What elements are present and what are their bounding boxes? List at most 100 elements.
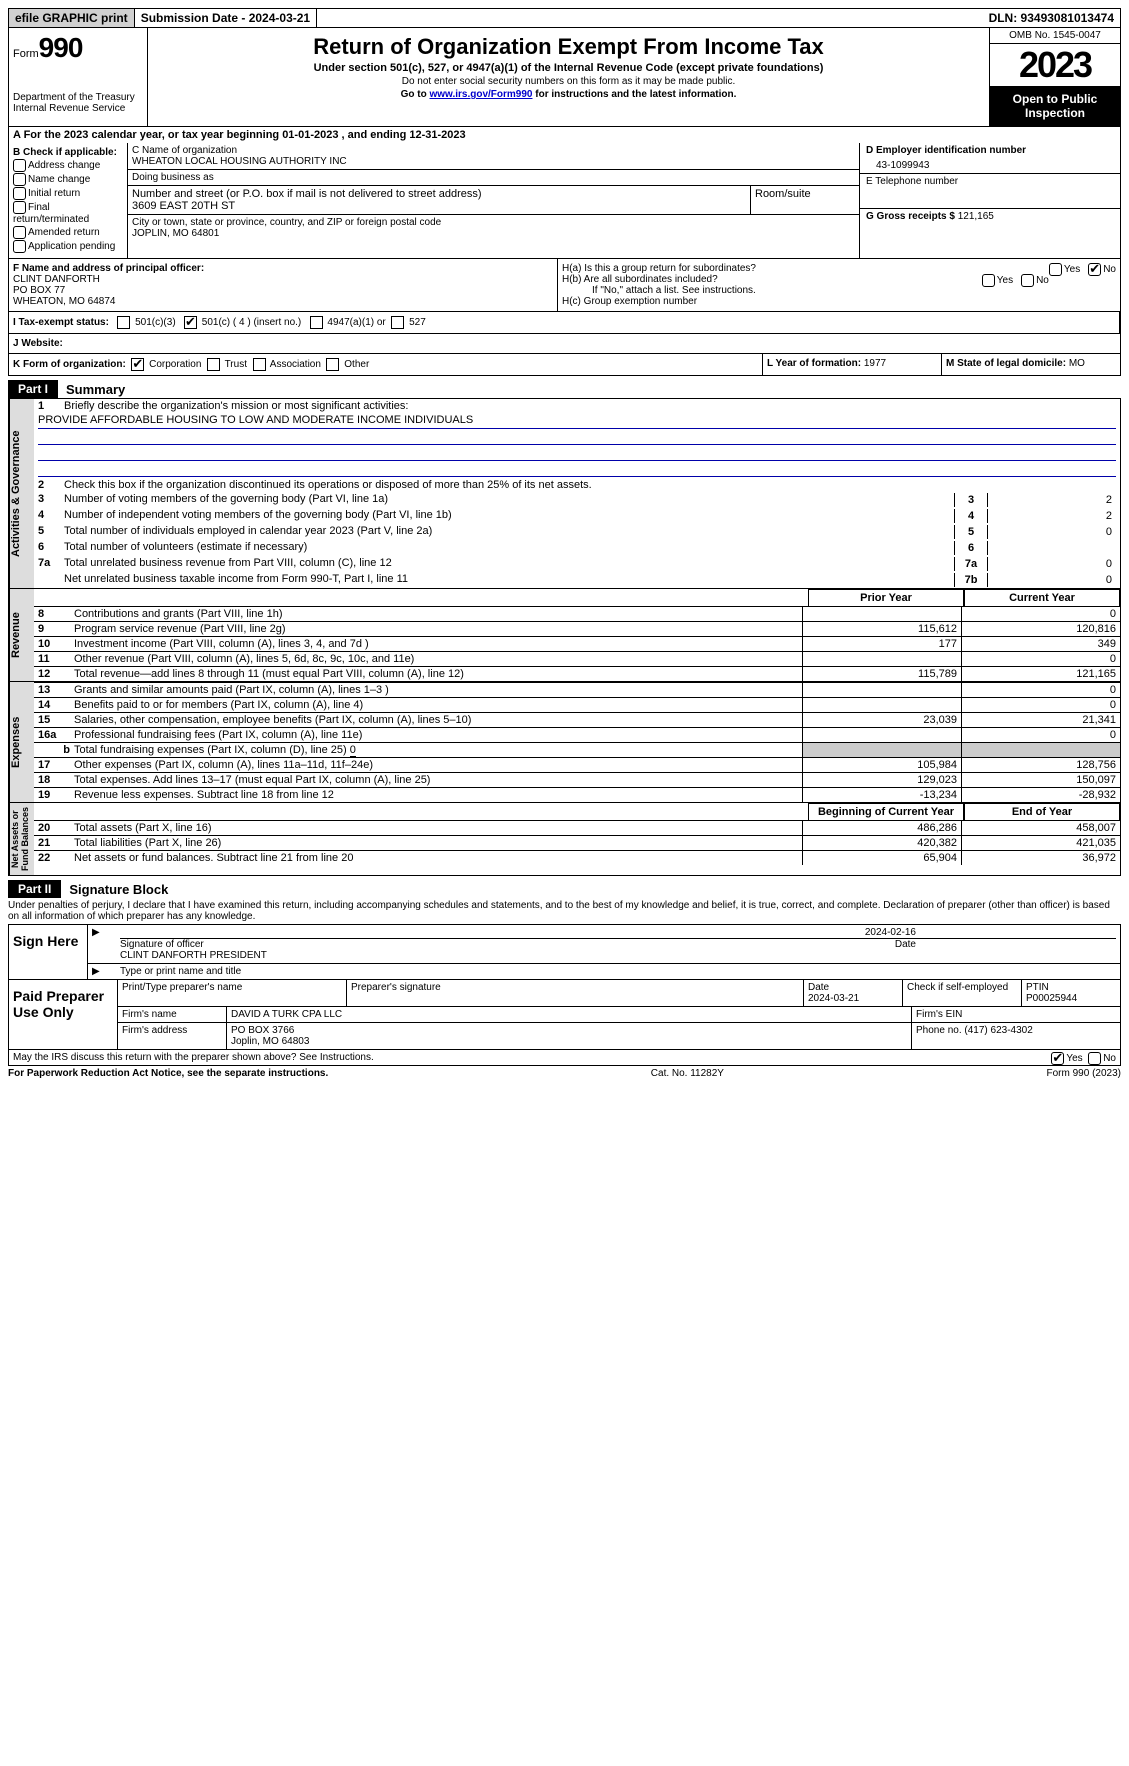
- chk-assoc[interactable]: [253, 358, 266, 371]
- dln: DLN: 93493081013474: [983, 9, 1120, 27]
- chk-501c3[interactable]: [117, 316, 130, 329]
- ptin: P00025944: [1026, 993, 1077, 1004]
- chk-4947[interactable]: [310, 316, 323, 329]
- dba-label: Doing business as: [132, 172, 855, 183]
- chk-name-change[interactable]: [13, 173, 26, 186]
- sign-here-block: Sign Here ▶ 2024-02-16 Signature of offi…: [8, 924, 1121, 980]
- form-ref: Form 990 (2023): [1047, 1068, 1121, 1079]
- ha-no[interactable]: [1088, 263, 1101, 276]
- officer-name: CLINT DANFORTH: [13, 274, 553, 285]
- cat-number: Cat. No. 11282Y: [328, 1068, 1046, 1079]
- open-to-public: Open to Public Inspection: [990, 86, 1120, 126]
- officer-label: F Name and address of principal officer:: [13, 263, 553, 274]
- chk-527[interactable]: [391, 316, 404, 329]
- top-bar: efile GRAPHIC print Submission Date - 20…: [8, 8, 1121, 28]
- part-2-title: Signature Block: [61, 882, 168, 897]
- arrow-icon: ▶: [88, 925, 116, 963]
- mission-text: PROVIDE AFFORDABLE HOUSING TO LOW AND MO…: [38, 414, 1116, 429]
- form-title: Return of Organization Exempt From Incom…: [156, 34, 981, 60]
- chk-corp[interactable]: [131, 358, 144, 371]
- gross-receipts-value: 121,165: [958, 211, 994, 222]
- ein-value: 43-1099943: [866, 156, 1114, 171]
- city-label: City or town, state or province, country…: [132, 217, 855, 228]
- org-name-label: C Name of organization: [132, 145, 855, 156]
- room-suite-label: Room/suite: [751, 186, 859, 214]
- gross-receipts-label: G Gross receipts $: [866, 211, 955, 222]
- paid-preparer-block: Paid Preparer Use Only Print/Type prepar…: [8, 980, 1121, 1050]
- discuss-question: May the IRS discuss this return with the…: [13, 1052, 374, 1063]
- chk-initial-return[interactable]: [13, 187, 26, 200]
- chk-trust[interactable]: [207, 358, 220, 371]
- prep-phone: (417) 623-4302: [964, 1025, 1032, 1036]
- street-label: Number and street (or P.O. box if mail i…: [132, 188, 746, 200]
- state-domicile: MO: [1069, 358, 1085, 369]
- chk-app-pending[interactable]: [13, 240, 26, 253]
- row-f-h: F Name and address of principal officer:…: [8, 259, 1121, 312]
- goto-post: for instructions and the latest informat…: [532, 89, 736, 100]
- website-label: J Website:: [13, 338, 63, 349]
- irs-link[interactable]: www.irs.gov/Form990: [429, 89, 532, 100]
- summary-net-assets: Net Assets or Fund Balances Beginning of…: [8, 803, 1121, 876]
- city-value: JOPLIN, MO 64801: [132, 228, 855, 239]
- vtab-revenue: Revenue: [9, 589, 34, 681]
- tax-year: 2023: [990, 44, 1120, 86]
- val-3: 2: [988, 493, 1116, 507]
- paperwork-notice: For Paperwork Reduction Act Notice, see …: [8, 1068, 328, 1079]
- telephone-label: E Telephone number: [866, 176, 1114, 187]
- hb-yes[interactable]: [982, 274, 995, 287]
- part-2-tab: Part II: [8, 880, 61, 898]
- val-7b: 0: [988, 573, 1116, 587]
- sig-date: 2024-02-16: [120, 927, 1116, 939]
- street-value: 3609 EAST 20TH ST: [132, 200, 746, 212]
- tax-exempt-label: I Tax-exempt status:: [13, 317, 109, 328]
- hb-label: H(b) Are all subordinates included?: [562, 274, 718, 285]
- tax-period: A For the 2023 calendar year, or tax yea…: [8, 127, 1121, 143]
- officer-addr2: WHEATON, MO 64874: [13, 296, 553, 307]
- section-b-label: B Check if applicable:: [13, 147, 123, 158]
- omb-number: OMB No. 1545-0047: [990, 28, 1120, 44]
- form-prefix: Form: [13, 48, 39, 60]
- chk-501c[interactable]: [184, 316, 197, 329]
- info-section: B Check if applicable: Address change Na…: [8, 143, 1121, 259]
- val-7a: 0: [988, 557, 1116, 571]
- summary-revenue: Revenue Prior YearCurrent Year 8Contribu…: [8, 589, 1121, 682]
- summary-expenses: Expenses 13Grants and similar amounts pa…: [8, 682, 1121, 803]
- val-5: 0: [988, 525, 1116, 539]
- org-name: WHEATON LOCAL HOUSING AUTHORITY INC: [132, 156, 855, 167]
- prep-date: 2024-03-21: [808, 993, 859, 1004]
- perjury-statement: Under penalties of perjury, I declare th…: [8, 898, 1121, 924]
- discuss-yes[interactable]: [1051, 1052, 1064, 1065]
- ha-yes[interactable]: [1049, 263, 1062, 276]
- goto-pre: Go to: [401, 89, 430, 100]
- year-formation: 1977: [864, 358, 886, 369]
- part-1-title: Summary: [58, 382, 125, 397]
- hc-label: H(c) Group exemption number: [562, 296, 1116, 307]
- officer-sig-name: CLINT DANFORTH PRESIDENT: [120, 950, 1116, 961]
- dept-treasury: Department of the Treasury Internal Reve…: [13, 92, 143, 114]
- val-6: [988, 541, 1116, 555]
- submission-date: Submission Date - 2024-03-21: [135, 9, 317, 27]
- form-header: Form990 Department of the Treasury Inter…: [8, 28, 1121, 127]
- officer-addr1: PO BOX 77: [13, 285, 553, 296]
- chk-other[interactable]: [326, 358, 339, 371]
- chk-address-change[interactable]: [13, 159, 26, 172]
- part-1-tab: Part I: [8, 380, 58, 398]
- hb-no[interactable]: [1021, 274, 1034, 287]
- form-subtitle: Under section 501(c), 527, or 4947(a)(1)…: [156, 62, 981, 74]
- ssn-notice: Do not enter social security numbers on …: [156, 76, 981, 87]
- vtab-expenses: Expenses: [9, 682, 34, 802]
- val-4: 2: [988, 509, 1116, 523]
- firm-name: DAVID A TURK CPA LLC: [227, 1007, 912, 1022]
- vtab-activities: Activities & Governance: [9, 399, 34, 588]
- chk-final-return[interactable]: [13, 201, 26, 214]
- sign-here-label: Sign Here: [9, 925, 88, 979]
- form-number: 990: [39, 32, 83, 63]
- efile-print-button[interactable]: efile GRAPHIC print: [9, 9, 135, 27]
- discuss-no[interactable]: [1088, 1052, 1101, 1065]
- chk-amended-return[interactable]: [13, 226, 26, 239]
- ein-label: D Employer identification number: [866, 145, 1114, 156]
- ha-label: H(a) Is this a group return for subordin…: [562, 263, 756, 274]
- form-org-label: K Form of organization:: [13, 359, 126, 370]
- paid-preparer-label: Paid Preparer Use Only: [9, 980, 118, 1049]
- vtab-net-assets: Net Assets or Fund Balances: [9, 803, 34, 875]
